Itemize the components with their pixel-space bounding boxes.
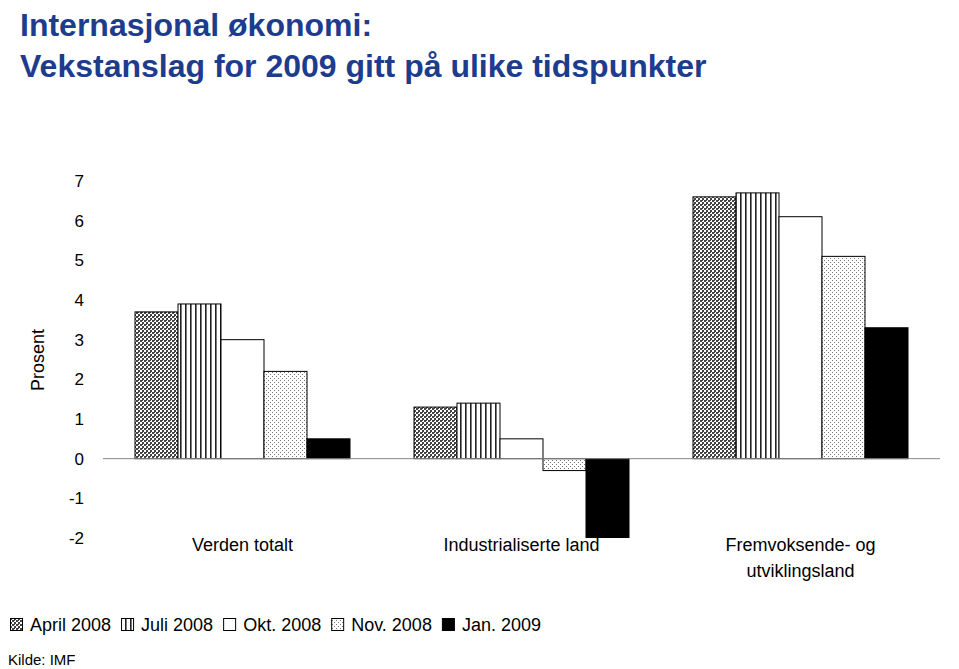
legend-label: Okt. 2008: [243, 615, 321, 635]
legend-label: Juli 2008: [141, 615, 213, 635]
legend-swatch: [224, 619, 236, 631]
bar: [414, 407, 457, 459]
y-tick-label: 3: [75, 331, 84, 350]
bar: [865, 328, 908, 459]
x-tick-label: Verden totalt: [192, 535, 293, 555]
legend-swatch: [122, 619, 134, 631]
bar: [779, 217, 822, 459]
legend-swatch: [11, 619, 23, 631]
y-tick-label: 0: [75, 450, 84, 469]
y-tick-label: 6: [75, 212, 84, 231]
y-axis-label: Prosent: [28, 329, 48, 391]
bar: [221, 340, 264, 459]
bar: [307, 439, 350, 459]
bar: [693, 197, 736, 459]
bar: [500, 439, 543, 459]
x-tick-label: Fremvoksende- ogutviklingsland: [725, 535, 875, 581]
legend-label: Nov. 2008: [351, 615, 432, 635]
legend-label: Jan. 2009: [462, 615, 541, 635]
y-tick-label: 4: [75, 291, 84, 310]
bar: [178, 304, 221, 459]
bar: [264, 371, 307, 458]
y-tick-label: 2: [75, 370, 84, 389]
bar: [457, 403, 500, 459]
bar: [822, 256, 865, 458]
y-tick-label: -2: [69, 529, 84, 548]
legend-swatch: [332, 619, 344, 631]
y-tick-label: 5: [75, 251, 84, 270]
legend-label: April 2008: [30, 615, 111, 635]
bar: [736, 193, 779, 459]
bar: [543, 459, 586, 471]
zero-line: [103, 458, 940, 459]
bar: [586, 459, 629, 538]
y-tick-label: -1: [69, 489, 84, 508]
y-tick-label: 7: [75, 172, 84, 191]
bars: [135, 193, 908, 538]
bar: [135, 312, 178, 459]
subtitle: Vekstanslag for 2009 gitt på ulike tidsp…: [20, 48, 706, 84]
source: Kilde: IMF: [8, 651, 76, 668]
title: Internasjonal økonomi:: [20, 7, 372, 43]
x-tick-label: Industrialiserte land: [443, 535, 599, 555]
legend-swatch: [442, 619, 454, 631]
chart: Internasjonal økonomi: Vekstanslag for 20…: [0, 0, 959, 669]
y-tick-label: 1: [75, 410, 84, 429]
